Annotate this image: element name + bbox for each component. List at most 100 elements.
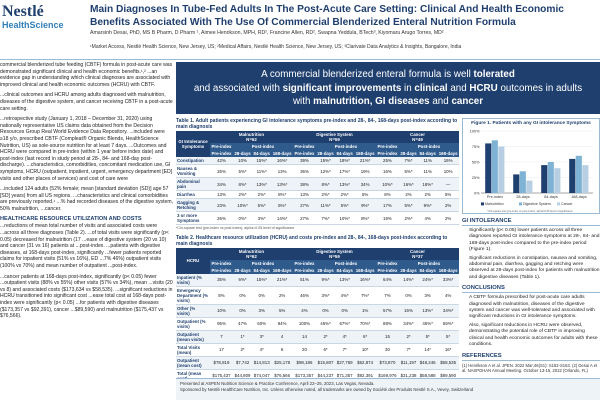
table-cell: 2%* — [252, 190, 272, 199]
table-row: Nausea & Vomiting 26% 5%* 11%* 13% 36% 12%* 17%… — [176, 164, 459, 178]
table-group-header: Malnutrition N=62 — [210, 131, 293, 143]
group-name: Digestive System — [316, 132, 353, 137]
table-cell: 39% — [292, 157, 316, 165]
table-row: Other (% visits) 10% 0% 3% 5% 4% 0% 0% 1% 57% 16% 1… — [176, 304, 459, 318]
table-cell: 16%* — [398, 177, 419, 191]
table-cell: 11%* — [315, 198, 336, 212]
group-n: N=59 — [329, 137, 340, 142]
table-cell: 11% — [418, 164, 438, 178]
table-cell: 0% — [232, 286, 253, 305]
table-corner-header: GI Intolerance Symptoms — [176, 131, 210, 157]
period-header: 84-days — [418, 266, 438, 274]
header-divider — [0, 59, 600, 60]
table-cell: 4 — [271, 330, 293, 344]
table-cell: 14%* — [398, 273, 419, 287]
table-row: Outpatient (mean visits) 7 1* 3* 4 14 2* 4* 6* 15… — [176, 330, 459, 344]
table-cell: 13%* — [271, 177, 293, 191]
legend-swatch — [519, 202, 522, 206]
pre-index-header: Pre-index — [292, 259, 316, 267]
banner-text-5: outcomes in adults with — [292, 82, 583, 108]
row-label: Gagging & Retching — [176, 198, 210, 212]
table-cell: 15%* — [252, 273, 272, 287]
group-name: Digestive System — [316, 248, 353, 254]
table-cell: $73,870 — [375, 356, 399, 370]
table-cell: 19% — [375, 211, 399, 225]
left-column: commercial blenderized tube feeding (CBT… — [0, 62, 174, 400]
period-header: 84-days — [252, 150, 272, 157]
table-cell: 94% — [271, 317, 293, 331]
table-cell: 30 — [375, 343, 399, 357]
table-cell: 3% — [418, 286, 438, 305]
banner-bold-malnutrition: malnutrition, GI diseases — [313, 96, 430, 107]
row-label: Total Visits (mean) — [176, 343, 210, 357]
right-column: Figure 1. Patients with any GI intoleran… — [462, 118, 600, 376]
table-cell: 13% — [210, 190, 233, 199]
table-cell: 24%* — [418, 273, 438, 287]
table-cell: 15 — [375, 330, 399, 344]
table-cell: 0% — [398, 286, 419, 305]
table-cell: $25,178 — [271, 356, 293, 370]
period-header: 28-days — [315, 266, 336, 274]
figure-note: *Chi-square test (pre-index vs post-inde… — [487, 209, 573, 213]
period-header: 168-days — [437, 150, 459, 157]
period-header: Pre-index — [210, 150, 233, 157]
table-cell: 2* — [315, 330, 336, 344]
table-cell: 5* — [418, 330, 438, 344]
bar — [485, 143, 492, 193]
left-block: commercial blenderized tube feeding (CBT… — [0, 62, 174, 88]
table-cell: 9%* — [354, 198, 376, 212]
period-header: 28-days — [232, 266, 253, 274]
table-cell: 8%* — [232, 177, 253, 191]
period-header: 168-days — [354, 266, 376, 274]
table-cell: 5% — [271, 304, 293, 318]
table-cell: 15%* — [315, 157, 336, 165]
figure1-chart: 0% 25% 50% 75% 100% Pre-index 28-days 84-days 16… — [470, 129, 593, 213]
table-group-header: Digestive System N=59 — [292, 131, 376, 143]
table-cell: 13%* — [418, 304, 438, 318]
table-cell: 51% — [292, 273, 316, 287]
table-cell: 10%* — [232, 198, 253, 212]
table-cell: 100% — [292, 317, 316, 331]
table-cell: 26% — [210, 211, 233, 225]
y-tick-label: 75% — [472, 145, 480, 149]
footer-line-2: Sponsored by Nestlé HealthCare Nutrition… — [180, 386, 474, 392]
table-cell: 2% — [437, 198, 459, 212]
x-tick-label: 168-days — [571, 195, 587, 199]
table-cell: 35% — [210, 273, 233, 287]
period-header: 168-days — [271, 150, 293, 157]
table-cell: $15,807 — [315, 356, 336, 370]
figure1-box: Figure 1. Patients with any GI intoleran… — [462, 118, 600, 214]
pre-index-header: Pre-index — [210, 143, 233, 150]
table-cell: 20 — [292, 343, 316, 357]
period-header: 28-days — [315, 150, 336, 157]
table-cell: 27% — [292, 211, 316, 225]
table-cell: 9%* — [315, 273, 336, 287]
post-index-header: Post-index — [315, 259, 376, 267]
table-cell: $14,813 — [252, 356, 272, 370]
table-cell: 2%* — [232, 190, 253, 199]
left-block-heading: HEALTHCARE RESOURCE UTILIZATION AND COST… — [0, 216, 142, 223]
table-cell: 1% — [354, 304, 376, 318]
table-cell: 5% — [354, 190, 376, 199]
table-cell: 11%* — [252, 164, 272, 178]
left-block-text: ...reductions of mean total number of vi… — [0, 223, 169, 270]
table-cell: 7* — [398, 343, 419, 357]
row-label: Outpatient (mean visits) — [176, 330, 210, 344]
table-cell: 5%* — [232, 164, 253, 178]
period-header: 28-days — [398, 150, 419, 157]
table-cell: 13%* — [335, 177, 355, 191]
list-item: Also, significant reductions in HCRU wer… — [469, 323, 600, 349]
table-cell: 11% — [418, 157, 438, 165]
table-cell: 88% — [375, 317, 399, 331]
group-name: Malnutrition — [238, 132, 265, 137]
banner-text-3: in — [401, 82, 415, 94]
group-name: Cancer — [410, 132, 425, 137]
table-cell: 7%* — [315, 211, 336, 225]
post-index-header: Post-index — [232, 143, 293, 150]
table-cell: 45%* — [418, 317, 438, 331]
table-cell: 2% — [271, 286, 293, 305]
table-group-header: Cancer N=49 — [375, 131, 459, 143]
period-header: 168-days — [271, 266, 293, 274]
table2-title: Table 2. Healthcare resource utilization… — [176, 234, 448, 247]
table-row: Total Visits (mean) 17 2* 4* 6 20 6* 7* 10* 30 7* 1… — [176, 343, 459, 357]
